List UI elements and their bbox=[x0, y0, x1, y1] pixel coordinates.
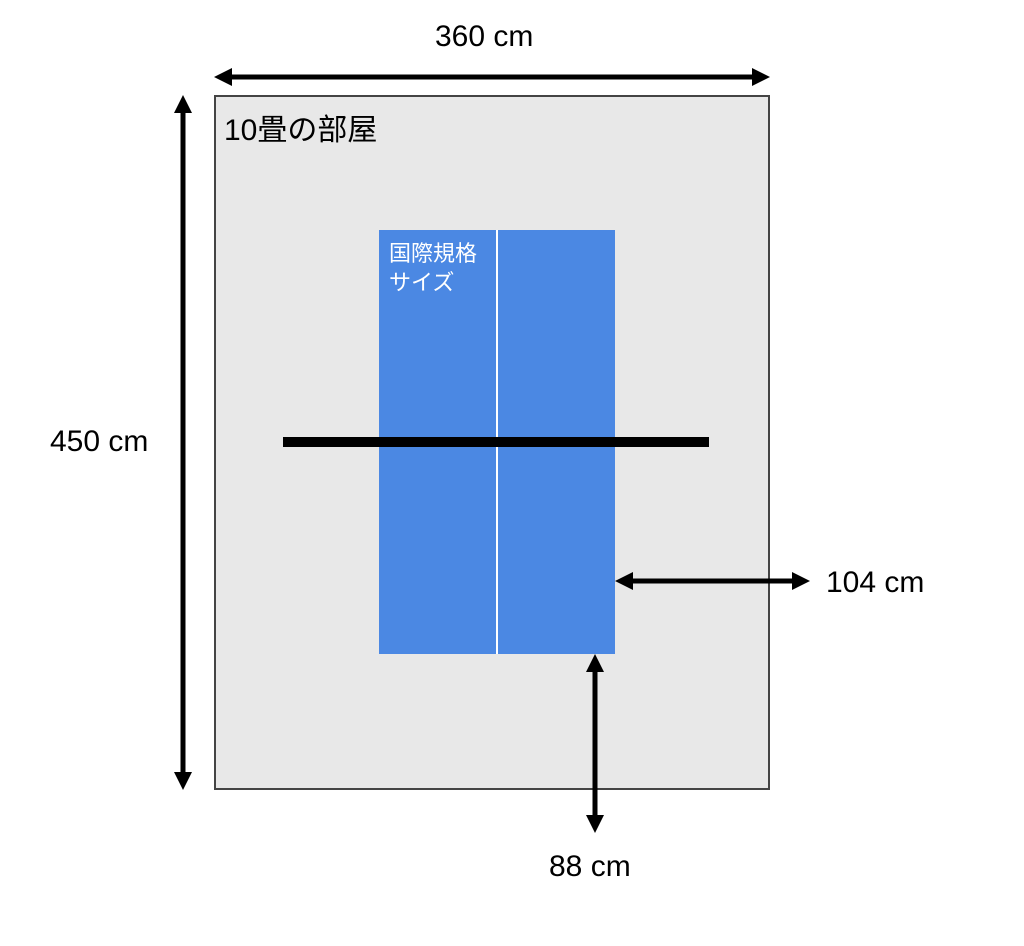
width-dimension-label: 360 cm bbox=[435, 20, 533, 54]
height-dimension-arrow bbox=[168, 95, 198, 790]
room-label: 10畳の部屋 bbox=[224, 105, 377, 149]
right-margin-arrow bbox=[615, 566, 810, 596]
width-dimension-arrow bbox=[214, 62, 770, 92]
right-margin-label: 104 cm bbox=[826, 566, 924, 600]
height-dimension-label: 450 cm bbox=[50, 425, 148, 459]
bottom-margin-arrow bbox=[580, 654, 610, 833]
net-bar bbox=[283, 437, 709, 447]
table-label: 国際規格 サイズ bbox=[389, 240, 477, 297]
bottom-margin-label: 88 cm bbox=[549, 850, 631, 884]
